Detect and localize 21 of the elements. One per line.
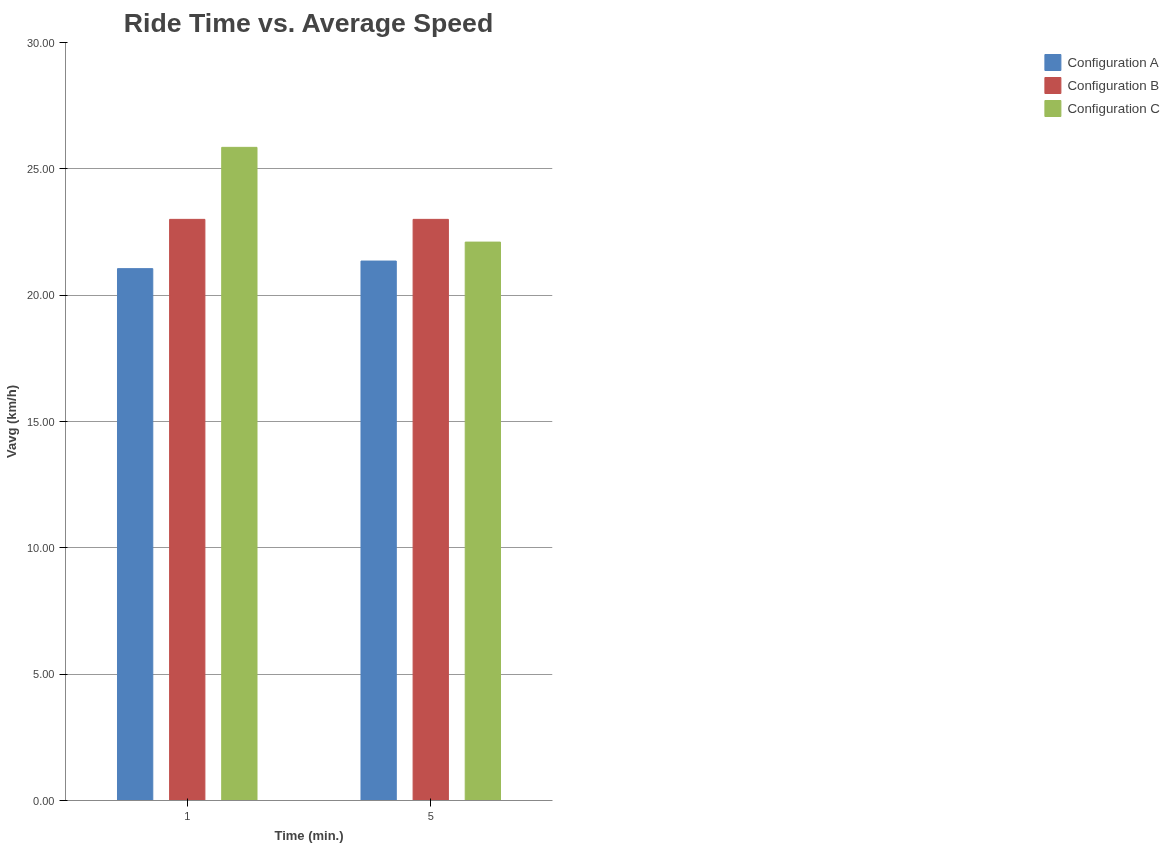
legend-label: Configuration B — [1067, 77, 1160, 93]
bar — [360, 260, 397, 801]
x-tick-label: 5 — [427, 809, 434, 822]
y-axis-title: Vavg (km/h) — [3, 385, 19, 458]
bar — [169, 218, 206, 801]
bar — [464, 241, 502, 801]
bar — [116, 268, 154, 801]
y-tick-label: 20.00 — [26, 289, 55, 302]
x-axis-title: Time (min.) — [274, 827, 344, 843]
y-tick-label: 15.00 — [26, 415, 55, 428]
y-tick-label: 5.00 — [33, 668, 55, 681]
y-tick-label: 30.00 — [26, 36, 55, 49]
legend-label: Configuration C — [1067, 100, 1160, 116]
y-tick-label: 25.00 — [26, 162, 55, 175]
bar — [412, 218, 449, 801]
y-tick-label: 10.00 — [26, 541, 55, 554]
x-tick-label: 1 — [184, 809, 191, 822]
y-tick-label: 0.00 — [33, 794, 55, 807]
chart-title: Ride Time vs. Average Speed — [123, 7, 494, 38]
legend-label: Configuration A — [1067, 54, 1159, 70]
bar — [221, 146, 258, 801]
